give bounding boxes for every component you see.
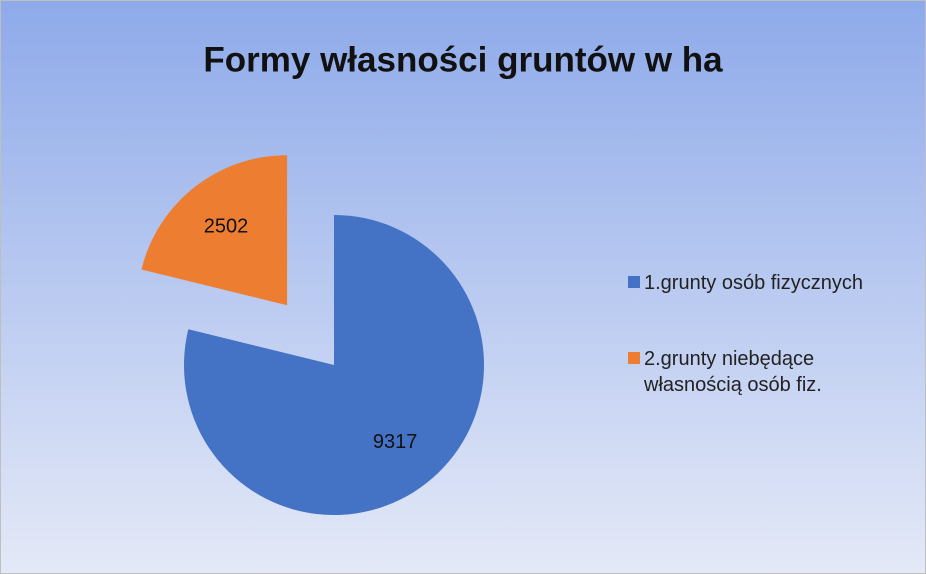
- pie-slice: [184, 215, 485, 516]
- chart-title: Formy własności gruntów w ha: [203, 40, 723, 79]
- legend-swatch: [628, 276, 640, 288]
- data-label: 9317: [373, 431, 418, 453]
- legend-swatch: [628, 352, 640, 364]
- legend-entry: 2.grunty niebędące własnością osób fiz.: [628, 346, 918, 398]
- data-label: 2502: [204, 216, 249, 238]
- legend-label: 2.grunty niebędące własnością osób fiz.: [644, 348, 822, 396]
- legend-entry: 1.grunty osób fizycznych: [628, 270, 918, 296]
- legend-label: 1.grunty osób fizycznych: [644, 272, 863, 294]
- pie-slice: [141, 155, 288, 306]
